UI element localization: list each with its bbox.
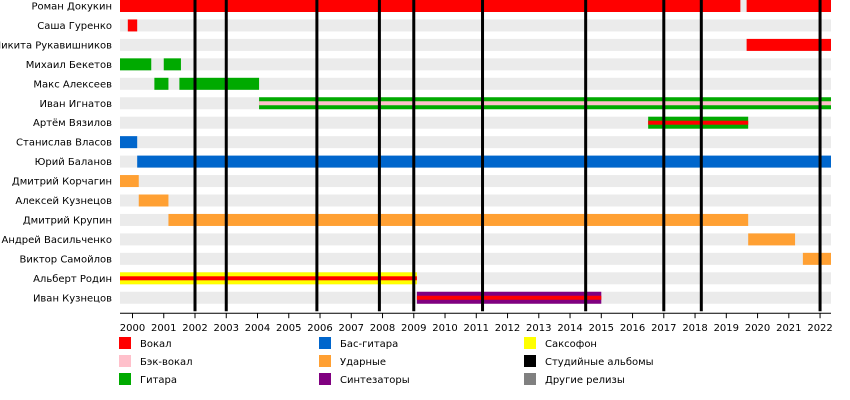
member-name-label: Саша Гуренко (37, 21, 112, 32)
x-tick-label: 2006 (307, 323, 332, 334)
member-secondary-stripe (120, 276, 417, 281)
x-tick-label: 2007 (339, 323, 364, 334)
row-background (120, 233, 831, 246)
legend-label: Синтезаторы (340, 375, 410, 386)
x-tick-label: 2000 (120, 323, 145, 334)
legend: Вокал Бас-гитара Саксофон Бэк-вокал Ударные С… (119, 337, 654, 386)
legend-swatch (524, 337, 536, 349)
member-name-label: Дмитрий Корчагин (12, 177, 112, 188)
legend-swatch (119, 373, 131, 385)
member-bars (120, 0, 832, 304)
legend-label: Бас-гитара (340, 339, 398, 350)
x-tick-label: 2010 (432, 323, 457, 334)
member-name-label: Дмитрий Крупин (23, 215, 112, 226)
row-background (120, 136, 831, 149)
member-bar (138, 194, 169, 207)
member-bar (163, 58, 181, 71)
member-labels: Роман Докукин Саша Гуренко Никита Рукавишн… (0, 2, 112, 305)
member-bar (137, 155, 831, 168)
member-bar (748, 233, 796, 246)
member-bar (120, 0, 741, 12)
x-tick-label: 2019 (714, 323, 739, 334)
x-tick-label: 2009 (401, 323, 426, 334)
member-secondary-stripe (416, 295, 602, 300)
legend-label: Другие релизы (545, 375, 625, 386)
member-name-label: Станислав Власов (16, 138, 112, 149)
member-name-label: Иван Кузнецов (33, 293, 112, 304)
x-tick-label: 2004 (245, 323, 270, 334)
member-bar (746, 38, 831, 51)
x-tick-label: 2012 (495, 323, 520, 334)
x-tick-label: 2015 (589, 323, 614, 334)
x-tick-label: 2021 (776, 323, 801, 334)
row-background (120, 252, 831, 265)
member-bar (120, 58, 152, 71)
row-background (120, 77, 831, 90)
row-background (120, 19, 831, 32)
legend-label: Бэк-вокал (140, 357, 193, 368)
legend-swatch (319, 355, 331, 367)
legend-swatch (119, 355, 131, 367)
x-tick-label: 2014 (557, 323, 582, 334)
member-bar (802, 252, 831, 265)
member-name-label: Иван Игнатов (40, 99, 113, 110)
x-tick-label: 2017 (651, 323, 676, 334)
legend-swatch (524, 373, 536, 385)
member-bar (154, 77, 169, 90)
x-tick-label: 2013 (526, 323, 551, 334)
legend-label: Саксофон (545, 339, 597, 350)
member-secondary-stripe (259, 101, 832, 106)
member-name-label: Виктор Самойлов (19, 254, 112, 265)
x-tick-label: 2003 (214, 323, 239, 334)
member-bar (179, 77, 260, 90)
row-background (120, 194, 831, 207)
member-name-label: Никита Рукавишников (0, 40, 112, 51)
member-name-label: Альберт Родин (33, 274, 112, 285)
row-background (120, 38, 831, 51)
x-tick-label: 2022 (807, 323, 832, 334)
member-name-label: Юрий Баланов (35, 157, 112, 168)
member-name-label: Алексей Кузнецов (15, 196, 112, 207)
row-background (120, 175, 831, 188)
row-background (120, 58, 831, 71)
x-tick-label: 2020 (745, 323, 770, 334)
legend-swatch (524, 355, 536, 367)
legend-swatch (119, 337, 131, 349)
legend-swatch (319, 373, 331, 385)
legend-swatch (319, 337, 331, 349)
legend-label: Ударные (340, 357, 386, 368)
x-axis: 2000 2001 2002 2003 2004 2005 2006 2007 2008 2009… (120, 312, 833, 334)
member-bar (120, 175, 139, 188)
x-tick-label: 2008 (370, 323, 395, 334)
x-tick-label: 2002 (182, 323, 207, 334)
x-tick-label: 2005 (276, 323, 301, 334)
x-tick-label: 2018 (682, 323, 707, 334)
member-name-label: Артём Вязилов (33, 118, 112, 129)
member-name-label: Андрей Васильченко (2, 235, 113, 246)
legend-label: Вокал (140, 339, 172, 350)
member-name-label: Макс Алексеев (33, 79, 112, 90)
member-bar (168, 213, 749, 226)
member-bar (127, 19, 138, 32)
member-name-label: Роман Докукин (31, 2, 112, 13)
x-tick-label: 2016 (620, 323, 645, 334)
x-tick-label: 2011 (464, 323, 489, 334)
album-lines (193, 0, 822, 312)
member-name-label: Михаил Бекетов (26, 60, 112, 71)
legend-label: Студийные альбомы (545, 357, 654, 368)
member-secondary-stripe (648, 120, 749, 125)
legend-label: Гитара (140, 375, 177, 386)
member-bar (120, 136, 138, 149)
x-tick-label: 2001 (151, 323, 176, 334)
member-bar (746, 0, 831, 12)
